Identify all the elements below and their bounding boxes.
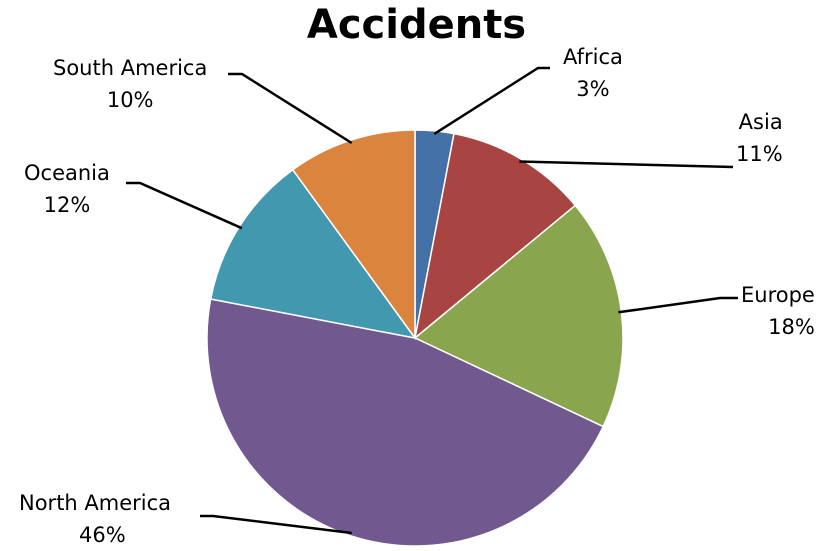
- label-africa-name: Africa: [563, 45, 623, 69]
- leader-lines: [126, 66, 738, 535]
- label-south-america-name: South America: [53, 56, 208, 80]
- label-south-america: South America 10%: [53, 52, 207, 116]
- label-south-america-value: 10%: [106, 88, 154, 112]
- label-africa: Africa 3%: [563, 41, 623, 105]
- pie-slices: [206, 129, 624, 547]
- label-oceania: Oceania 12%: [24, 157, 110, 221]
- leader-line-south-america: [228, 72, 353, 145]
- label-oceania-name: Oceania: [24, 161, 110, 185]
- pie-slice-north-america: [206, 298, 605, 547]
- leader-line-africa: [433, 66, 550, 135]
- leader-line-europe: [618, 296, 738, 314]
- pie-slice-south-america: [291, 129, 416, 341]
- label-asia-value: 11%: [736, 142, 783, 166]
- label-north-america: North America 46%: [19, 487, 171, 551]
- pie-slice-asia: [413, 132, 577, 340]
- label-north-america-name: North America: [19, 491, 172, 515]
- label-europe-name: Europe: [741, 283, 815, 307]
- chart-title: Accidents: [306, 2, 527, 48]
- label-asia: Asia 11%: [736, 106, 783, 170]
- leader-line-asia: [519, 160, 734, 169]
- leader-line-north-america: [200, 514, 352, 535]
- label-europe: Europe 18%: [741, 279, 815, 343]
- label-north-america-value: 46%: [79, 523, 126, 547]
- label-asia-name: Asia: [738, 110, 783, 134]
- label-africa-value: 3%: [576, 77, 610, 101]
- label-oceania-value: 12%: [43, 193, 91, 217]
- leader-line-oceania: [126, 181, 243, 230]
- label-europe-value: 18%: [768, 315, 815, 339]
